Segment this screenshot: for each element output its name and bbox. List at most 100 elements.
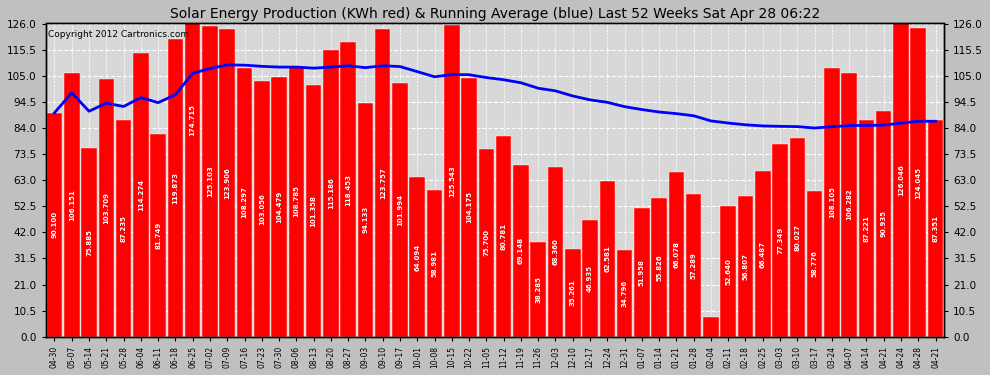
Text: 125.103: 125.103 — [207, 165, 213, 197]
Text: 118.453: 118.453 — [346, 174, 351, 206]
Text: 77.349: 77.349 — [777, 227, 783, 254]
Text: 69.148: 69.148 — [518, 237, 524, 264]
Bar — [496, 136, 512, 337]
Bar — [410, 177, 425, 337]
Text: 90.935: 90.935 — [881, 210, 887, 237]
Text: 123.757: 123.757 — [380, 167, 386, 199]
Text: 66.078: 66.078 — [673, 241, 679, 268]
Text: 126.046: 126.046 — [898, 164, 904, 196]
Bar — [116, 120, 132, 337]
Text: 104.175: 104.175 — [466, 191, 472, 223]
Text: 108.297: 108.297 — [242, 186, 248, 218]
Text: 80.027: 80.027 — [794, 224, 800, 251]
Bar — [911, 28, 926, 337]
Bar — [323, 50, 339, 337]
Bar — [531, 242, 545, 337]
Text: 52.640: 52.640 — [726, 258, 732, 285]
Bar — [858, 120, 874, 337]
Text: 38.285: 38.285 — [536, 276, 542, 303]
Bar — [150, 134, 166, 337]
Text: 103.709: 103.709 — [103, 192, 109, 224]
Text: 87.235: 87.235 — [121, 215, 127, 242]
Bar — [738, 195, 753, 337]
Bar — [617, 250, 633, 337]
Text: Copyright 2012 Cartronics.com: Copyright 2012 Cartronics.com — [48, 30, 189, 39]
Text: 34.796: 34.796 — [622, 280, 628, 307]
Bar — [703, 317, 719, 337]
Text: 106.151: 106.151 — [68, 189, 75, 221]
Bar — [478, 148, 494, 337]
Bar — [461, 78, 477, 337]
Bar — [167, 39, 183, 337]
Text: 64.094: 64.094 — [414, 243, 421, 271]
Text: 90.100: 90.100 — [51, 211, 57, 238]
Bar — [133, 53, 148, 337]
Bar — [824, 68, 840, 337]
Text: 35.261: 35.261 — [569, 280, 576, 306]
Text: 56.807: 56.807 — [742, 253, 748, 280]
Text: 125.543: 125.543 — [448, 165, 454, 196]
Text: 103.056: 103.056 — [258, 193, 264, 225]
Text: 62.581: 62.581 — [604, 246, 610, 272]
Bar — [375, 29, 390, 337]
Bar — [721, 206, 736, 337]
Bar — [306, 85, 322, 337]
Text: 108.785: 108.785 — [293, 186, 299, 218]
Text: 75.700: 75.700 — [483, 229, 489, 256]
Bar — [668, 172, 684, 337]
Bar — [81, 148, 97, 337]
Text: 174.715: 174.715 — [190, 104, 196, 136]
Title: Solar Energy Production (KWh red) & Running Average (blue) Last 52 Weeks Sat Apr: Solar Energy Production (KWh red) & Runn… — [170, 7, 820, 21]
Bar — [651, 198, 667, 337]
Bar — [790, 138, 805, 337]
Bar — [220, 29, 235, 337]
Bar — [513, 165, 529, 337]
Bar — [64, 73, 79, 337]
Text: 68.360: 68.360 — [552, 238, 558, 265]
Text: 55.826: 55.826 — [656, 254, 662, 281]
Text: 87.221: 87.221 — [863, 215, 869, 242]
Bar — [445, 25, 459, 337]
Bar — [357, 103, 373, 337]
Bar — [392, 83, 408, 337]
Text: 66.487: 66.487 — [759, 241, 765, 268]
Bar — [288, 66, 304, 337]
Text: 80.781: 80.781 — [501, 223, 507, 250]
Bar — [842, 72, 857, 337]
Bar — [928, 120, 943, 337]
Text: 101.994: 101.994 — [397, 194, 403, 226]
Text: 87.351: 87.351 — [933, 214, 939, 242]
Text: 81.749: 81.749 — [155, 222, 161, 249]
Text: 119.873: 119.873 — [172, 172, 178, 204]
Bar — [202, 26, 218, 337]
Text: 94.133: 94.133 — [362, 206, 368, 233]
Bar — [772, 144, 788, 337]
Text: 51.958: 51.958 — [639, 259, 644, 286]
Text: 57.289: 57.289 — [691, 252, 697, 279]
Bar — [254, 81, 269, 337]
Bar — [99, 79, 114, 337]
Bar — [47, 113, 62, 337]
Text: 115.186: 115.186 — [328, 178, 334, 210]
Bar — [427, 190, 443, 337]
Text: 75.885: 75.885 — [86, 229, 92, 256]
Text: 123.906: 123.906 — [225, 167, 231, 199]
Bar — [341, 42, 356, 337]
Bar — [237, 68, 252, 337]
Text: 106.282: 106.282 — [846, 189, 852, 220]
Bar — [565, 249, 580, 337]
Text: 46.935: 46.935 — [587, 265, 593, 292]
Bar — [876, 111, 891, 337]
Bar — [755, 171, 770, 337]
Bar — [893, 23, 909, 337]
Text: 58.981: 58.981 — [432, 250, 438, 277]
Text: 108.105: 108.105 — [829, 186, 835, 218]
Bar — [686, 194, 702, 337]
Bar — [600, 181, 615, 337]
Text: 104.479: 104.479 — [276, 191, 282, 223]
Bar — [582, 220, 598, 337]
Bar — [271, 77, 287, 337]
Text: 101.358: 101.358 — [311, 195, 317, 227]
Bar — [634, 208, 649, 337]
Text: 114.274: 114.274 — [138, 178, 144, 211]
